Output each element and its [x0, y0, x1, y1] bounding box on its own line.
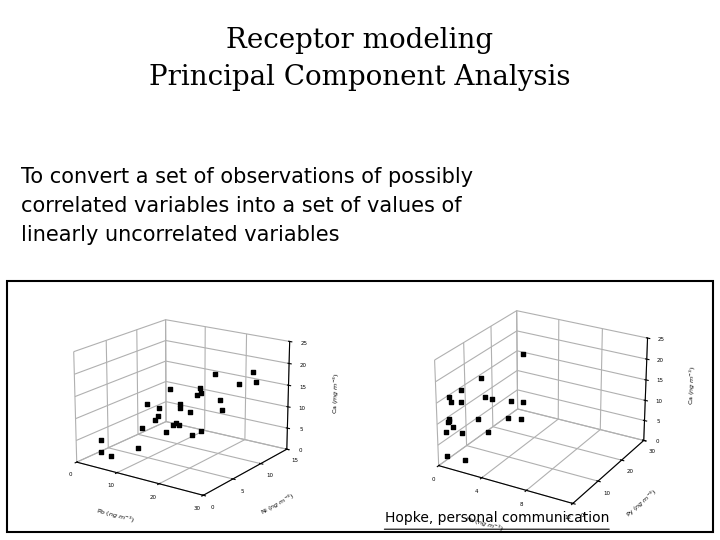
- Y-axis label: Ni $(ng\ m^{-3})$: Ni $(ng\ m^{-3})$: [259, 491, 297, 518]
- FancyBboxPatch shape: [7, 281, 713, 532]
- X-axis label: Hs $(ng\ m^{-3})$: Hs $(ng\ m^{-3})$: [464, 514, 505, 535]
- X-axis label: Pb $(ng\ m^{-3})$: Pb $(ng\ m^{-3})$: [95, 506, 135, 526]
- Text: Receptor modeling
Principal Component Analysis: Receptor modeling Principal Component An…: [149, 26, 571, 91]
- Y-axis label: Py $(ng\ m^{-3})$: Py $(ng\ m^{-3})$: [624, 487, 660, 520]
- Text: To convert a set of observations of possibly
correlated variables into a set of : To convert a set of observations of poss…: [22, 167, 474, 245]
- Text: Hopke, personal communication: Hopke, personal communication: [384, 511, 609, 525]
